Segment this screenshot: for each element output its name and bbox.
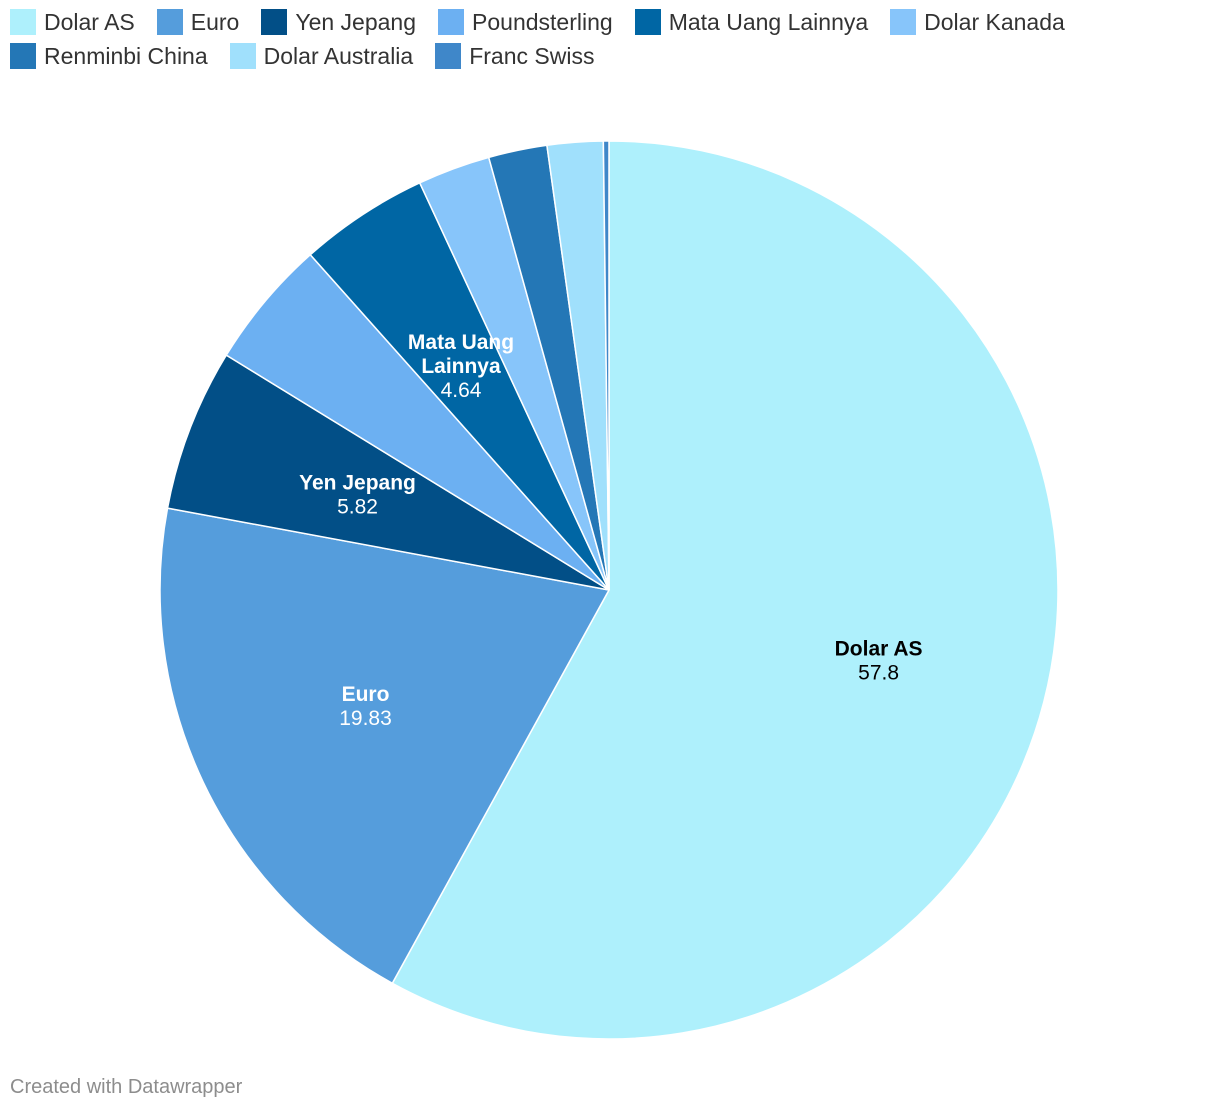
legend-label: Euro — [190, 8, 240, 35]
legend-label: Poundsterling — [472, 8, 613, 35]
data-label-name: Lainnya — [421, 355, 501, 378]
legend-item-dolar-kanada: Dolar Kanada — [890, 7, 1065, 37]
legend-item-dolar-as: Dolar AS — [10, 7, 135, 37]
legend-swatch — [10, 43, 36, 69]
data-label-name: Yen Jepang — [299, 471, 416, 494]
legend-label: Dolar Kanada — [924, 8, 1065, 35]
legend-item-yen-jepang: Yen Jepang — [261, 7, 416, 37]
legend-item-euro: Euro — [156, 7, 240, 37]
legend-item-poundsterling: Poundsterling — [438, 7, 613, 37]
legend-swatch — [890, 9, 917, 35]
legend-item-dolar-australia: Dolar Australia — [229, 41, 414, 71]
legend-swatch — [634, 9, 661, 35]
legend-label: Renminbi China — [44, 42, 208, 69]
legend-swatch — [10, 9, 36, 35]
legend-item-franc-swiss: Franc Swiss — [435, 41, 594, 71]
legend-swatch — [435, 43, 462, 69]
pie-slice-franc-swiss — [602, 140, 610, 591]
data-label-value: 19.83 — [339, 707, 392, 730]
pie-slice-euro — [159, 507, 611, 985]
legend-swatch — [261, 9, 288, 35]
data-label-value: 57.8 — [858, 661, 899, 684]
legend-label: Franc Swiss — [469, 42, 595, 69]
chart-legend: Dolar AS Euro Yen Jepang Poundsterling Mata … — [10, 7, 1210, 71]
legend-swatch — [229, 43, 256, 69]
legend-swatch — [438, 9, 465, 35]
data-label-name: Euro — [342, 683, 390, 706]
data-label-value: 4.64 — [441, 379, 482, 402]
legend-swatch — [156, 9, 183, 35]
legend-item-renminbi-china: Renminbi China — [10, 41, 208, 71]
data-label-name: Mata Uang — [408, 331, 514, 354]
legend-item-mata-uang-lainnya: Mata Uang Lainnya — [634, 7, 869, 37]
legend-label: Yen Jepang — [295, 8, 417, 35]
legend-label: Mata Uang Lainnya — [668, 8, 869, 35]
legend-label: Dolar AS — [44, 8, 135, 35]
data-label-value: 5.82 — [337, 495, 378, 518]
legend-label: Dolar Australia — [263, 42, 414, 69]
pie-slice-dolar-as — [391, 140, 1059, 1040]
credit-text: Created with Datawrapper — [10, 1076, 243, 1098]
pie-slice-yen-jepang — [166, 354, 610, 591]
data-label-name: Dolar AS — [835, 637, 923, 660]
